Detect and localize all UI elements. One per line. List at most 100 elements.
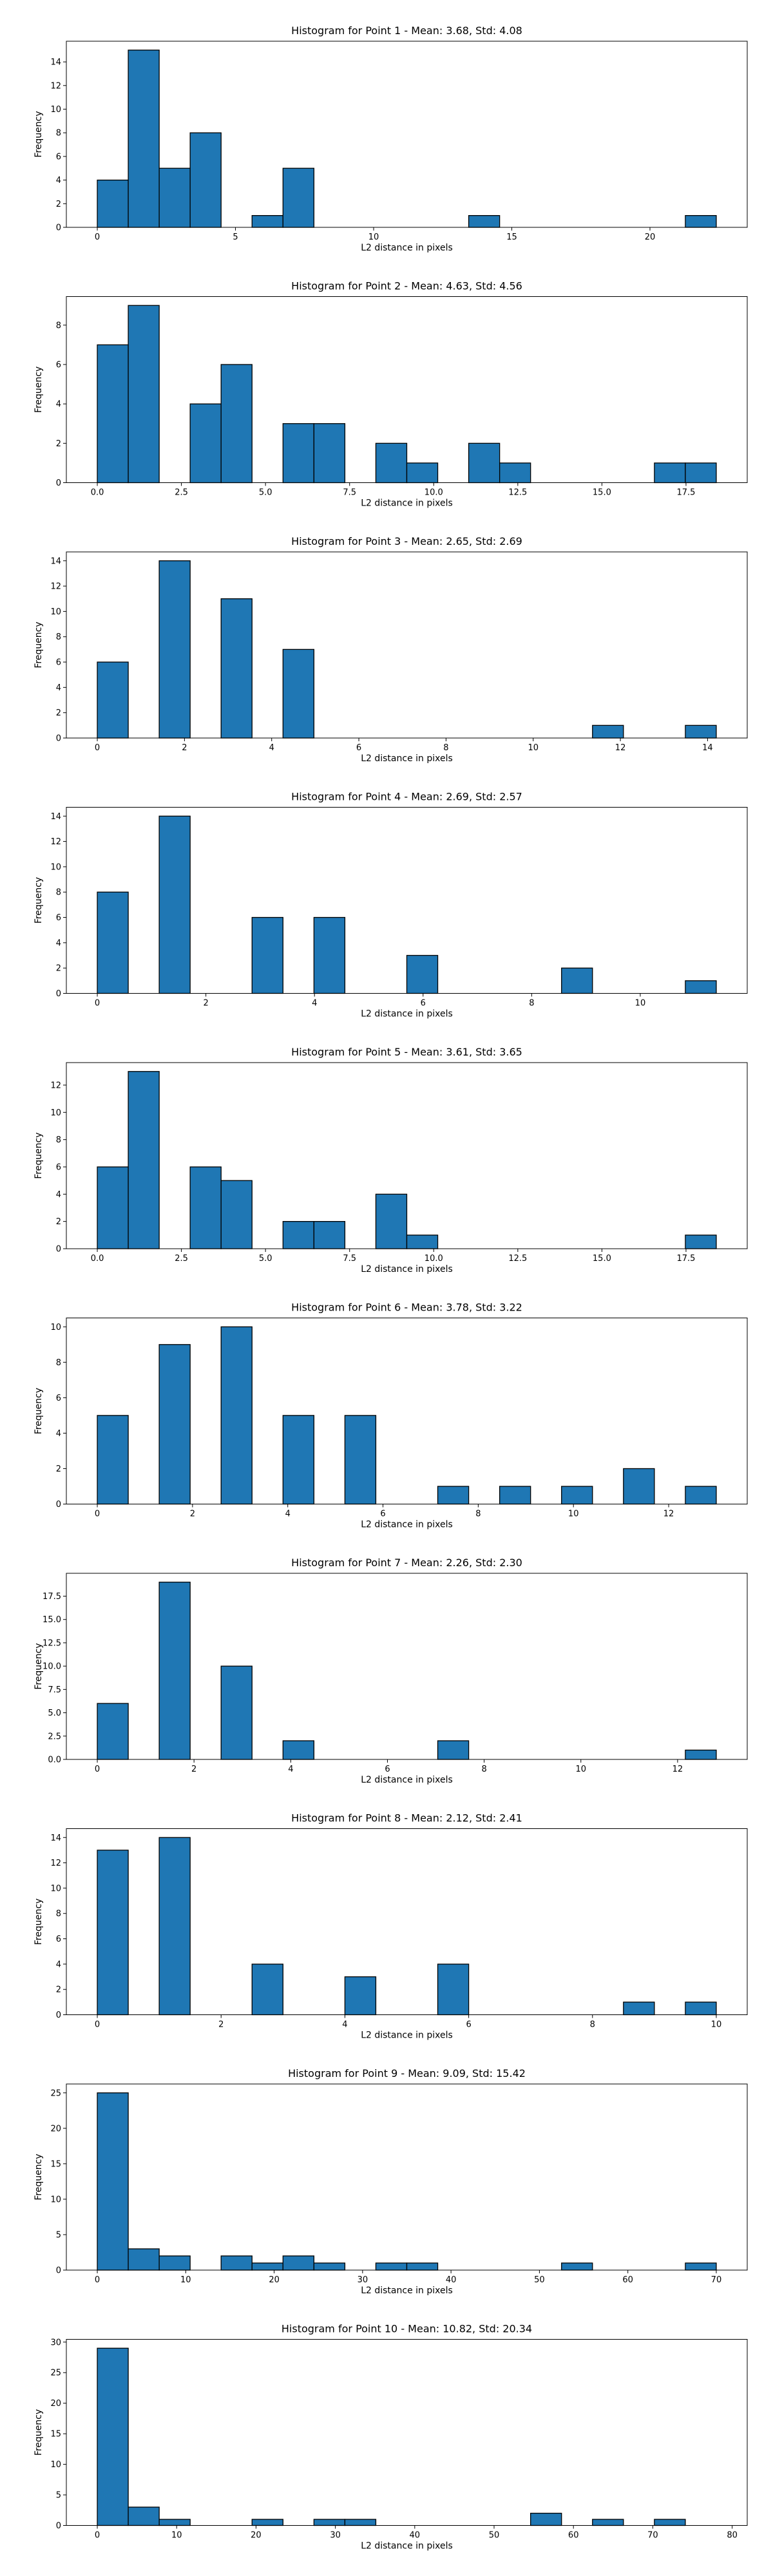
histogram-bar [437,1740,470,1760]
y-tick-label: 10 [50,105,61,115]
bars [97,1582,717,1760]
y-axis-label: Frequency [33,1388,44,1434]
histogram-bar [685,1486,717,1505]
x-axis-label: L2 distance in pixels [361,1520,453,1530]
x-tick-label: 0 [95,1765,100,1774]
y-tick-label: 2 [56,708,61,718]
histogram-bar [282,423,315,484]
histogram-bar [97,661,129,739]
y-axis-label: Frequency [33,2154,44,2200]
histogram-bar [685,980,717,994]
y-tick-label: 10 [50,862,61,872]
x-tick-label: 0 [95,999,100,1009]
y-tick-label: 6 [56,1162,61,1172]
histogram-bar [128,305,160,484]
x-tick-label: 30 [330,2531,341,2541]
x-axis-label: L2 distance in pixels [361,1775,453,1785]
y-tick-label: 10 [50,1884,61,1893]
x-tick-label: 8 [443,743,448,753]
x-tick-label: 20 [645,232,656,242]
x-tick-label: 12.5 [508,488,527,498]
histogram-bar [685,2002,717,2016]
y-axis-label: Frequency [33,1899,44,1945]
x-tick-label: 4 [342,2020,347,2030]
x-tick-label: 17.5 [676,1254,695,1264]
chart-4: Histogram for Point 4 - Mean: 2.69, Std:… [33,791,748,1019]
histogram-bar [251,1964,283,2016]
x-tick-label: 12 [673,1765,683,1774]
y-tick-label: 8 [56,1358,61,1368]
bars [97,1326,717,1505]
y-tick-label: 8 [56,1135,61,1145]
x-tick-label: 6 [380,1510,385,1519]
histogram-bar [313,2519,346,2526]
x-tick-label: 6 [421,999,426,1009]
y-tick-label: 10 [50,2460,61,2470]
x-tick-label: 0 [95,232,100,242]
histogram-bar [344,2519,377,2526]
y-tick-label: 2 [56,439,61,449]
plot-frame [66,1318,748,1504]
chart-title: Histogram for Point 5 - Mean: 3.61, Std:… [291,1046,522,1058]
histogram-bar [220,598,253,739]
y-tick-label: 15 [50,2159,61,2169]
y-tick-label: 30 [50,2338,61,2347]
plot-frame [66,1062,748,1249]
histogram-bar [282,167,315,228]
histogram-bar [97,2092,129,2271]
x-tick-label: 17.5 [676,488,695,498]
x-tick-label: 2 [191,1765,196,1774]
y-tick-label: 0 [56,1245,61,1255]
histogram-bar [97,344,129,484]
bars [97,2092,717,2271]
histogram-bar [128,2506,160,2526]
chart-1: Histogram for Point 1 - Mean: 3.68, Std:… [33,24,748,253]
y-tick-label: 8 [56,632,61,642]
histogram-bar [97,2347,129,2526]
x-axis-label: L2 distance in pixels [361,1009,453,1019]
y-axis-label: Frequency [33,2409,44,2456]
x-tick-label: 15.0 [593,1254,611,1264]
histogram-bar [623,1468,655,1505]
plot-frame [66,296,748,483]
histogram-bar [685,724,717,739]
histogram-bar [344,1415,377,1505]
y-tick-label: 6 [56,1935,61,1944]
x-tick-label: 12 [615,743,626,753]
histogram-bar [220,1326,253,1505]
y-tick-label: 2 [56,1464,61,1474]
y-tick-label: 2 [56,1217,61,1227]
x-tick-label: 2.5 [175,488,188,498]
chart-title: Histogram for Point 9 - Mean: 9.09, Std:… [288,2067,526,2079]
x-tick-label: 4 [285,1510,291,1519]
y-tick-label: 0 [56,478,61,488]
histogram-bar [220,364,253,484]
chart-title: Histogram for Point 6 - Mean: 3.78, Std:… [291,1302,522,1314]
x-tick-label: 20 [251,2531,262,2541]
histogram-bar [685,215,717,228]
histogram-bar [313,423,346,484]
y-tick-label: 6 [56,913,61,923]
chart-title: Histogram for Point 4 - Mean: 2.69, Std:… [291,791,522,803]
histogram-bar [406,2262,439,2271]
x-axis-label: L2 distance in pixels [361,498,453,509]
x-tick-label: 0.0 [91,488,104,498]
y-tick-label: 6 [56,152,61,162]
x-tick-label: 40 [410,2531,421,2541]
x-tick-label: 5.0 [259,1254,272,1264]
x-tick-label: 2 [203,999,208,1009]
y-tick-label: 17.5 [43,1592,61,1602]
x-tick-label: 10 [171,2531,182,2541]
histogram-bar [97,891,129,994]
y-tick-label: 14 [50,58,61,68]
y-tick-label: 4 [56,400,61,410]
y-tick-label: 12.5 [43,1638,61,1648]
y-tick-label: 4 [56,1960,61,1969]
histogram-bar [251,215,283,228]
histogram-bar [158,2255,191,2271]
x-axis-label: L2 distance in pixels [361,243,453,253]
histogram-bar [654,2519,686,2526]
histogram-bar [282,2255,315,2271]
y-tick-label: 25 [50,2369,61,2378]
